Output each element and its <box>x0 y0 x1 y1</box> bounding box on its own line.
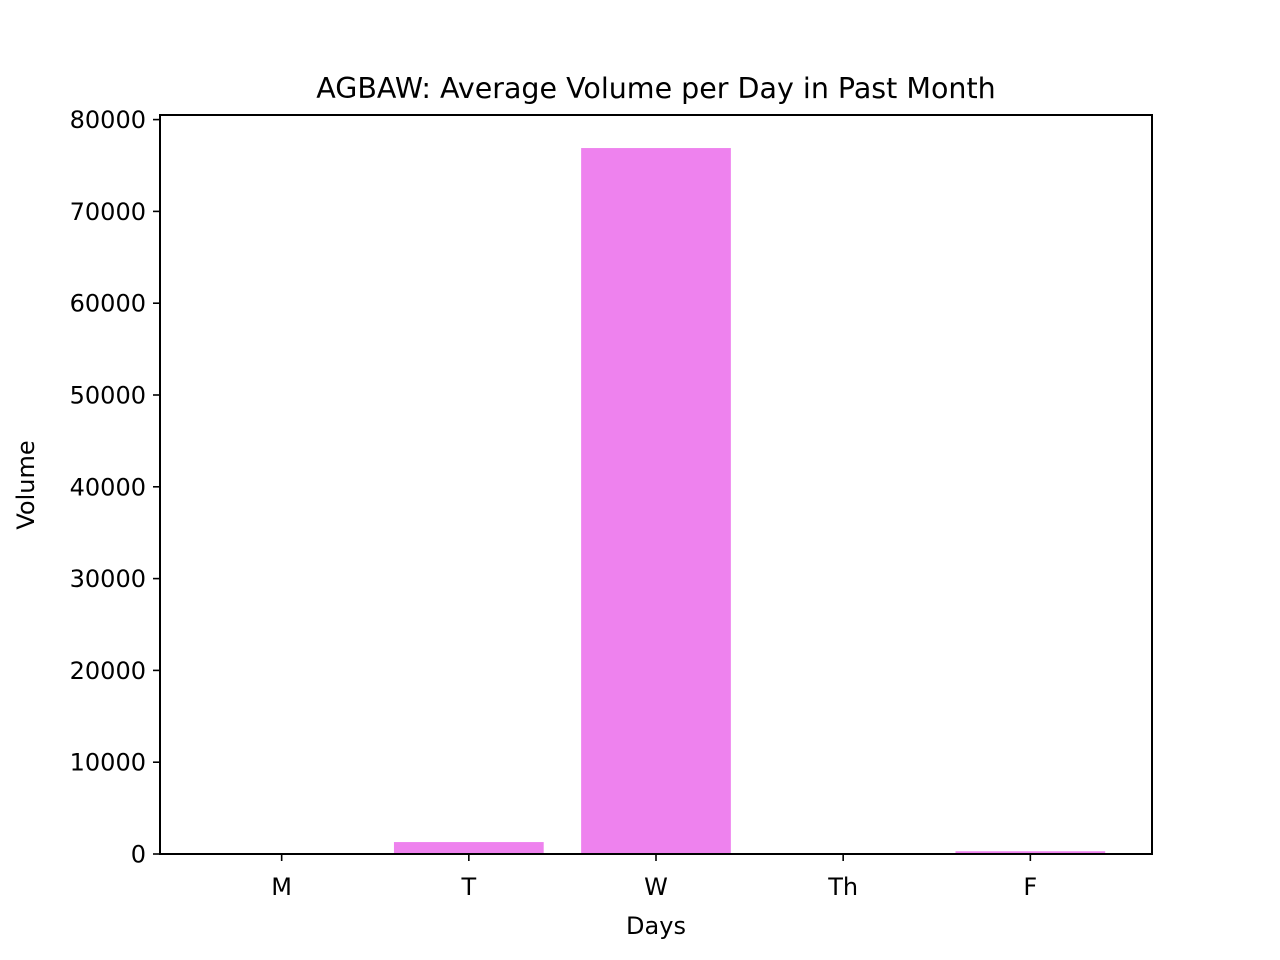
y-tick-label: 80000 <box>70 106 146 134</box>
y-tick-label: 20000 <box>70 657 146 685</box>
y-tick-label: 40000 <box>70 473 146 501</box>
x-tick-label: M <box>271 873 292 901</box>
x-tick-label: Th <box>827 873 858 901</box>
y-tick-label: 70000 <box>70 198 146 226</box>
bar-f <box>955 851 1106 854</box>
y-tick-label: 0 <box>131 841 146 869</box>
x-tick-label: F <box>1023 873 1037 901</box>
y-axis: 0 10000 20000 30000 40000 50000 60000 70000 8000… <box>70 106 160 869</box>
y-axis-label: Volume <box>12 440 40 529</box>
x-axis-label: Days <box>626 912 686 940</box>
chart-title: AGBAW: Average Volume per Day in Past Mo… <box>316 72 995 105</box>
y-tick-label: 10000 <box>70 749 146 777</box>
y-tick-label: 50000 <box>70 381 146 409</box>
bar-t <box>393 842 544 854</box>
y-tick-label: 30000 <box>70 565 146 593</box>
x-tick-label: W <box>644 873 668 901</box>
bar-w <box>581 148 731 854</box>
x-tick-label: T <box>460 873 476 901</box>
y-tick-label: 60000 <box>70 290 146 318</box>
x-axis: M T W Th F <box>271 854 1037 901</box>
bars-group <box>393 148 1106 854</box>
